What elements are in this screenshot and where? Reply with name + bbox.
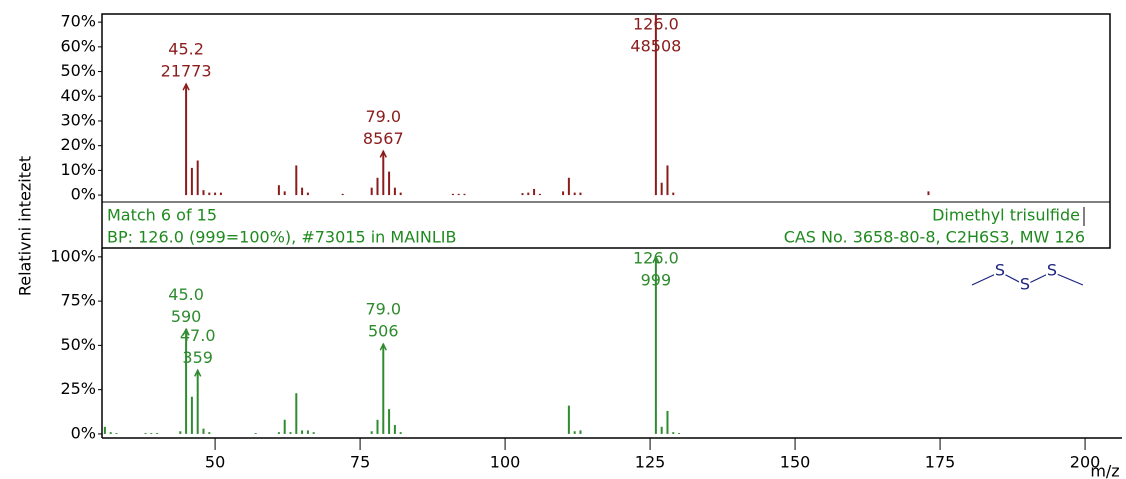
base-peak-text: BP: 126.0 (999=100%), #73015 in MAINLIB: [107, 228, 456, 247]
y-tick-label: 30%: [60, 110, 96, 129]
peak-abundance-label: 48508: [630, 37, 681, 56]
peak-mz-label: 47.0: [180, 326, 216, 345]
peak-abundance-label: 8567: [363, 129, 404, 148]
peaks: [185, 14, 930, 196]
molecule-bonds: [971, 271, 1084, 286]
arrowhead: [379, 149, 387, 158]
compound-name: Dimethyl trisulfide: [932, 206, 1080, 225]
y-tick-label: 100%: [50, 246, 96, 265]
peak-mz-label: 79.0: [365, 107, 401, 126]
y-tick-label: 60%: [60, 36, 96, 55]
x-tick-label: 50: [205, 453, 225, 472]
arrowhead: [194, 368, 202, 377]
atom: S: [1020, 275, 1030, 294]
peak-abundance-label: 590: [171, 307, 202, 326]
compound-info: CAS No. 3658-80-8, C2H6S3, MW 126: [784, 228, 1085, 247]
x-tick-label: 200: [1070, 453, 1101, 472]
y-axis-label: Relativni intezitet: [16, 156, 35, 296]
peak-mz-label: 45.0: [168, 285, 204, 304]
peaks: [103, 256, 681, 434]
peak-mz-label: 126.0: [633, 249, 679, 268]
x-tick-label: 175: [925, 453, 956, 472]
match-text: Match 6 of 15: [107, 206, 217, 225]
x-tick-label: 100: [490, 453, 521, 472]
atom: S: [1047, 261, 1057, 280]
x-tick-label: 125: [635, 453, 666, 472]
y-tick-label: 50%: [60, 335, 96, 354]
x-tick-label: 75: [350, 453, 370, 472]
y-tick-label: 20%: [60, 135, 96, 154]
y-tick-label: 75%: [60, 291, 96, 310]
y-tick-label: 70%: [60, 12, 96, 31]
peak-mz-label: 79.0: [365, 300, 401, 319]
y-tick-label: 10%: [60, 160, 96, 179]
y-tick-label: 50%: [60, 61, 96, 80]
arrowhead: [652, 255, 660, 264]
arrowhead: [379, 342, 387, 351]
x-axis-label: m/z: [1090, 462, 1119, 479]
peak-abundance-label: 506: [368, 322, 399, 341]
arrowhead: [182, 82, 190, 91]
x-tick-label: 150: [780, 453, 811, 472]
peak-abundance-label: 359: [182, 348, 213, 367]
y-tick-label: 25%: [60, 379, 96, 398]
peak-mz-label: 45.2: [168, 40, 204, 59]
atom: S: [995, 261, 1005, 280]
peak-abundance-label: 999: [641, 271, 672, 290]
peak-abundance-label: 21773: [161, 62, 212, 81]
y-tick-label: 0%: [71, 423, 96, 442]
peak-mz-label: 126.0: [633, 15, 679, 34]
y-tick-label: 0%: [71, 185, 96, 204]
arrowhead: [182, 327, 190, 336]
y-tick-label: 40%: [60, 86, 96, 105]
